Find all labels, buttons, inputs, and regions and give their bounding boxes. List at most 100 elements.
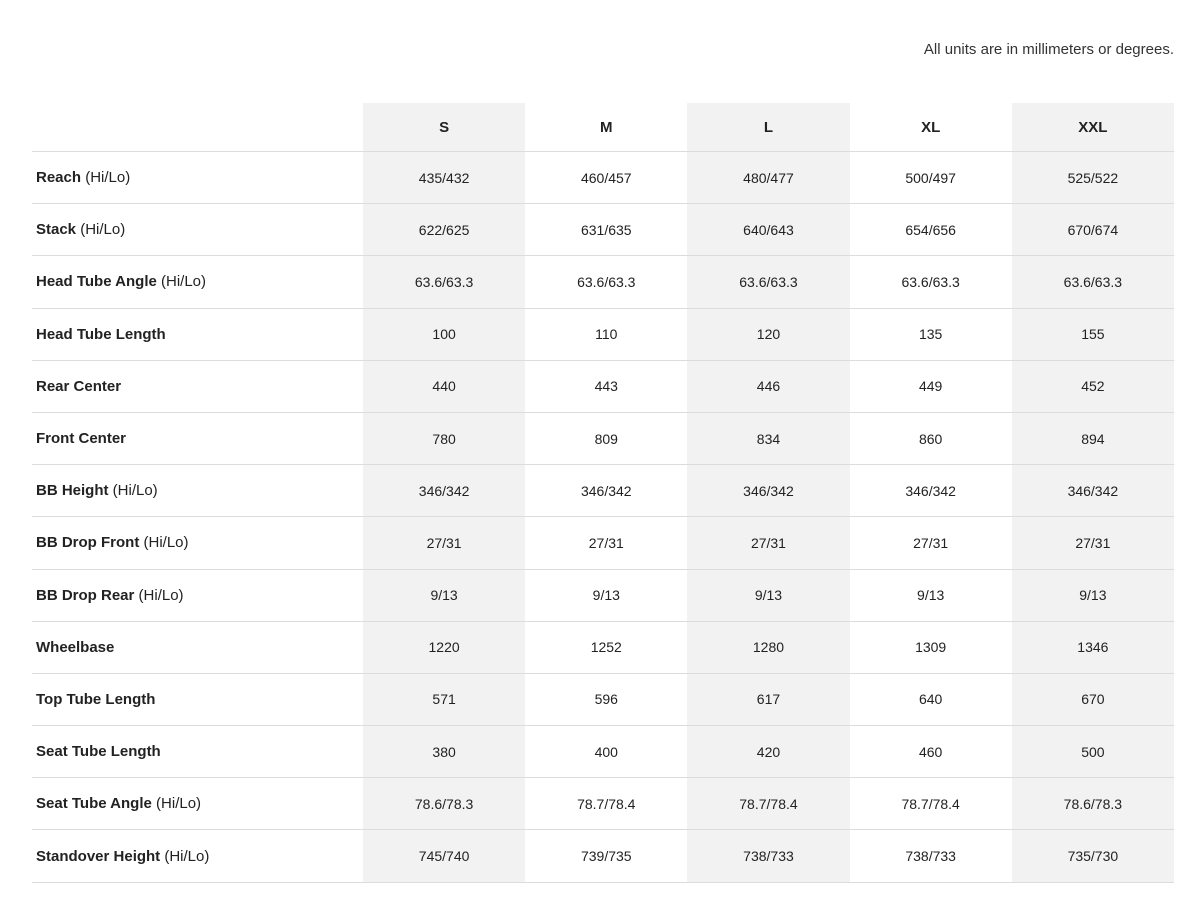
measurement-qualifier: (Hi/Lo) [85,169,131,187]
value-cell: 63.6/63.3 [525,255,688,309]
measurement-qualifier: (Hi/Lo) [156,795,202,813]
value-cell: 9/13 [1011,569,1174,622]
value-cell: 500 [1011,725,1174,779]
value-cell: 480/477 [687,151,850,205]
value-cell: 346/342 [363,464,526,518]
value-cell: 452 [1011,360,1174,413]
value-cell: 100 [363,308,526,361]
value-cell: 27/31 [687,516,850,570]
value-cell: 446 [687,360,850,413]
value-cell: 443 [525,360,688,413]
measurement-name: Seat Tube Angle [36,795,152,813]
value-cell: 135 [849,308,1012,361]
row-label: Front Center [32,412,363,466]
value-cell: 449 [849,360,1012,413]
measurement-qualifier: (Hi/Lo) [164,847,210,865]
value-cell: 735/730 [1011,829,1174,883]
measurement-name: BB Drop Rear [36,586,135,604]
value-cell: 9/13 [687,569,850,622]
value-cell: 622/625 [363,203,526,257]
value-cell: 745/740 [363,829,526,883]
value-cell: 739/735 [525,829,688,883]
measurement-qualifier: (Hi/Lo) [112,482,158,500]
row-label: Seat Tube Length [32,725,363,779]
table-row: Seat Tube Length 380 400 420 460 500 [32,725,1174,779]
measurement-name: Stack [36,221,77,239]
value-cell: 440 [363,360,526,413]
size-header-xl: XL [849,103,1012,152]
value-cell: 9/13 [849,569,1012,622]
measurement-qualifier: (Hi/Lo) [138,586,184,604]
value-cell: 809 [525,412,688,466]
table-row: Standover Height (Hi/Lo) 745/740 739/735 73… [32,829,1174,883]
value-cell: 1252 [525,621,688,674]
table-row: Wheelbase 1220 1252 1280 1309 1346 [32,621,1174,674]
row-label: Seat Tube Angle (Hi/Lo) [32,777,363,831]
measurement-qualifier: (Hi/Lo) [80,221,126,239]
table-row: Front Center 780 809 834 860 894 [32,412,1174,466]
value-cell: 78.7/78.4 [687,777,850,831]
value-cell: 380 [363,725,526,779]
value-cell: 460/457 [525,151,688,205]
measurement-name: Head Tube Angle [36,273,157,291]
row-label: Head Tube Angle (Hi/Lo) [32,255,363,309]
value-cell: 9/13 [525,569,688,622]
measurement-name: Standover Height [36,847,161,865]
value-cell: 780 [363,412,526,466]
measurement-name: BB Drop Front [36,534,140,552]
measurement-qualifier: (Hi/Lo) [143,534,189,552]
value-cell: 1280 [687,621,850,674]
value-cell: 670 [1011,673,1174,727]
measurement-name: Rear Center [36,377,122,395]
value-cell: 78.7/78.4 [849,777,1012,831]
value-cell: 27/31 [363,516,526,570]
value-cell: 63.6/63.3 [363,255,526,309]
value-cell: 346/342 [525,464,688,518]
measurement-name: Top Tube Length [36,690,156,708]
value-cell: 27/31 [849,516,1012,570]
table-row: Top Tube Length 571 596 617 640 670 [32,673,1174,727]
table-row: BB Drop Rear (Hi/Lo) 9/13 9/13 9/13 9/13 9/13 [32,569,1174,622]
row-label: Top Tube Length [32,673,363,727]
value-cell: 120 [687,308,850,361]
header-corner [32,103,363,152]
value-cell: 525/522 [1011,151,1174,205]
measurement-name: BB Height [36,482,109,500]
value-cell: 27/31 [1011,516,1174,570]
value-cell: 654/656 [849,203,1012,257]
table-row: Seat Tube Angle (Hi/Lo) 78.6/78.3 78.7/78.… [32,777,1174,831]
value-cell: 63.6/63.3 [687,255,850,309]
row-label: BB Drop Rear (Hi/Lo) [32,569,363,622]
table-row: Head Tube Length 100 110 120 135 155 [32,308,1174,361]
value-cell: 78.6/78.3 [1011,777,1174,831]
value-cell: 78.7/78.4 [525,777,688,831]
size-header-l: L [687,103,850,152]
value-cell: 500/497 [849,151,1012,205]
measurement-name: Front Center [36,430,126,448]
table-row: Head Tube Angle (Hi/Lo) 63.6/63.3 63.6/63.… [32,255,1174,309]
value-cell: 346/342 [687,464,850,518]
value-cell: 155 [1011,308,1174,361]
value-cell: 640/643 [687,203,850,257]
value-cell: 860 [849,412,1012,466]
size-header-s: S [363,103,526,152]
value-cell: 1309 [849,621,1012,674]
value-cell: 631/635 [525,203,688,257]
value-cell: 460 [849,725,1012,779]
row-label: Head Tube Length [32,308,363,361]
value-cell: 420 [687,725,850,779]
measurement-name: Seat Tube Length [36,743,161,761]
value-cell: 110 [525,308,688,361]
size-header-xxl: XXL [1011,103,1174,152]
value-cell: 78.6/78.3 [363,777,526,831]
row-label: Reach (Hi/Lo) [32,151,363,205]
value-cell: 596 [525,673,688,727]
value-cell: 9/13 [363,569,526,622]
value-cell: 1220 [363,621,526,674]
value-cell: 617 [687,673,850,727]
value-cell: 1346 [1011,621,1174,674]
measurement-name: Reach [36,169,82,187]
value-cell: 738/733 [849,829,1012,883]
geometry-table: S M L XL XXL Reach (Hi/Lo) 435/432 460/457 480/… [32,103,1174,883]
value-cell: 640 [849,673,1012,727]
